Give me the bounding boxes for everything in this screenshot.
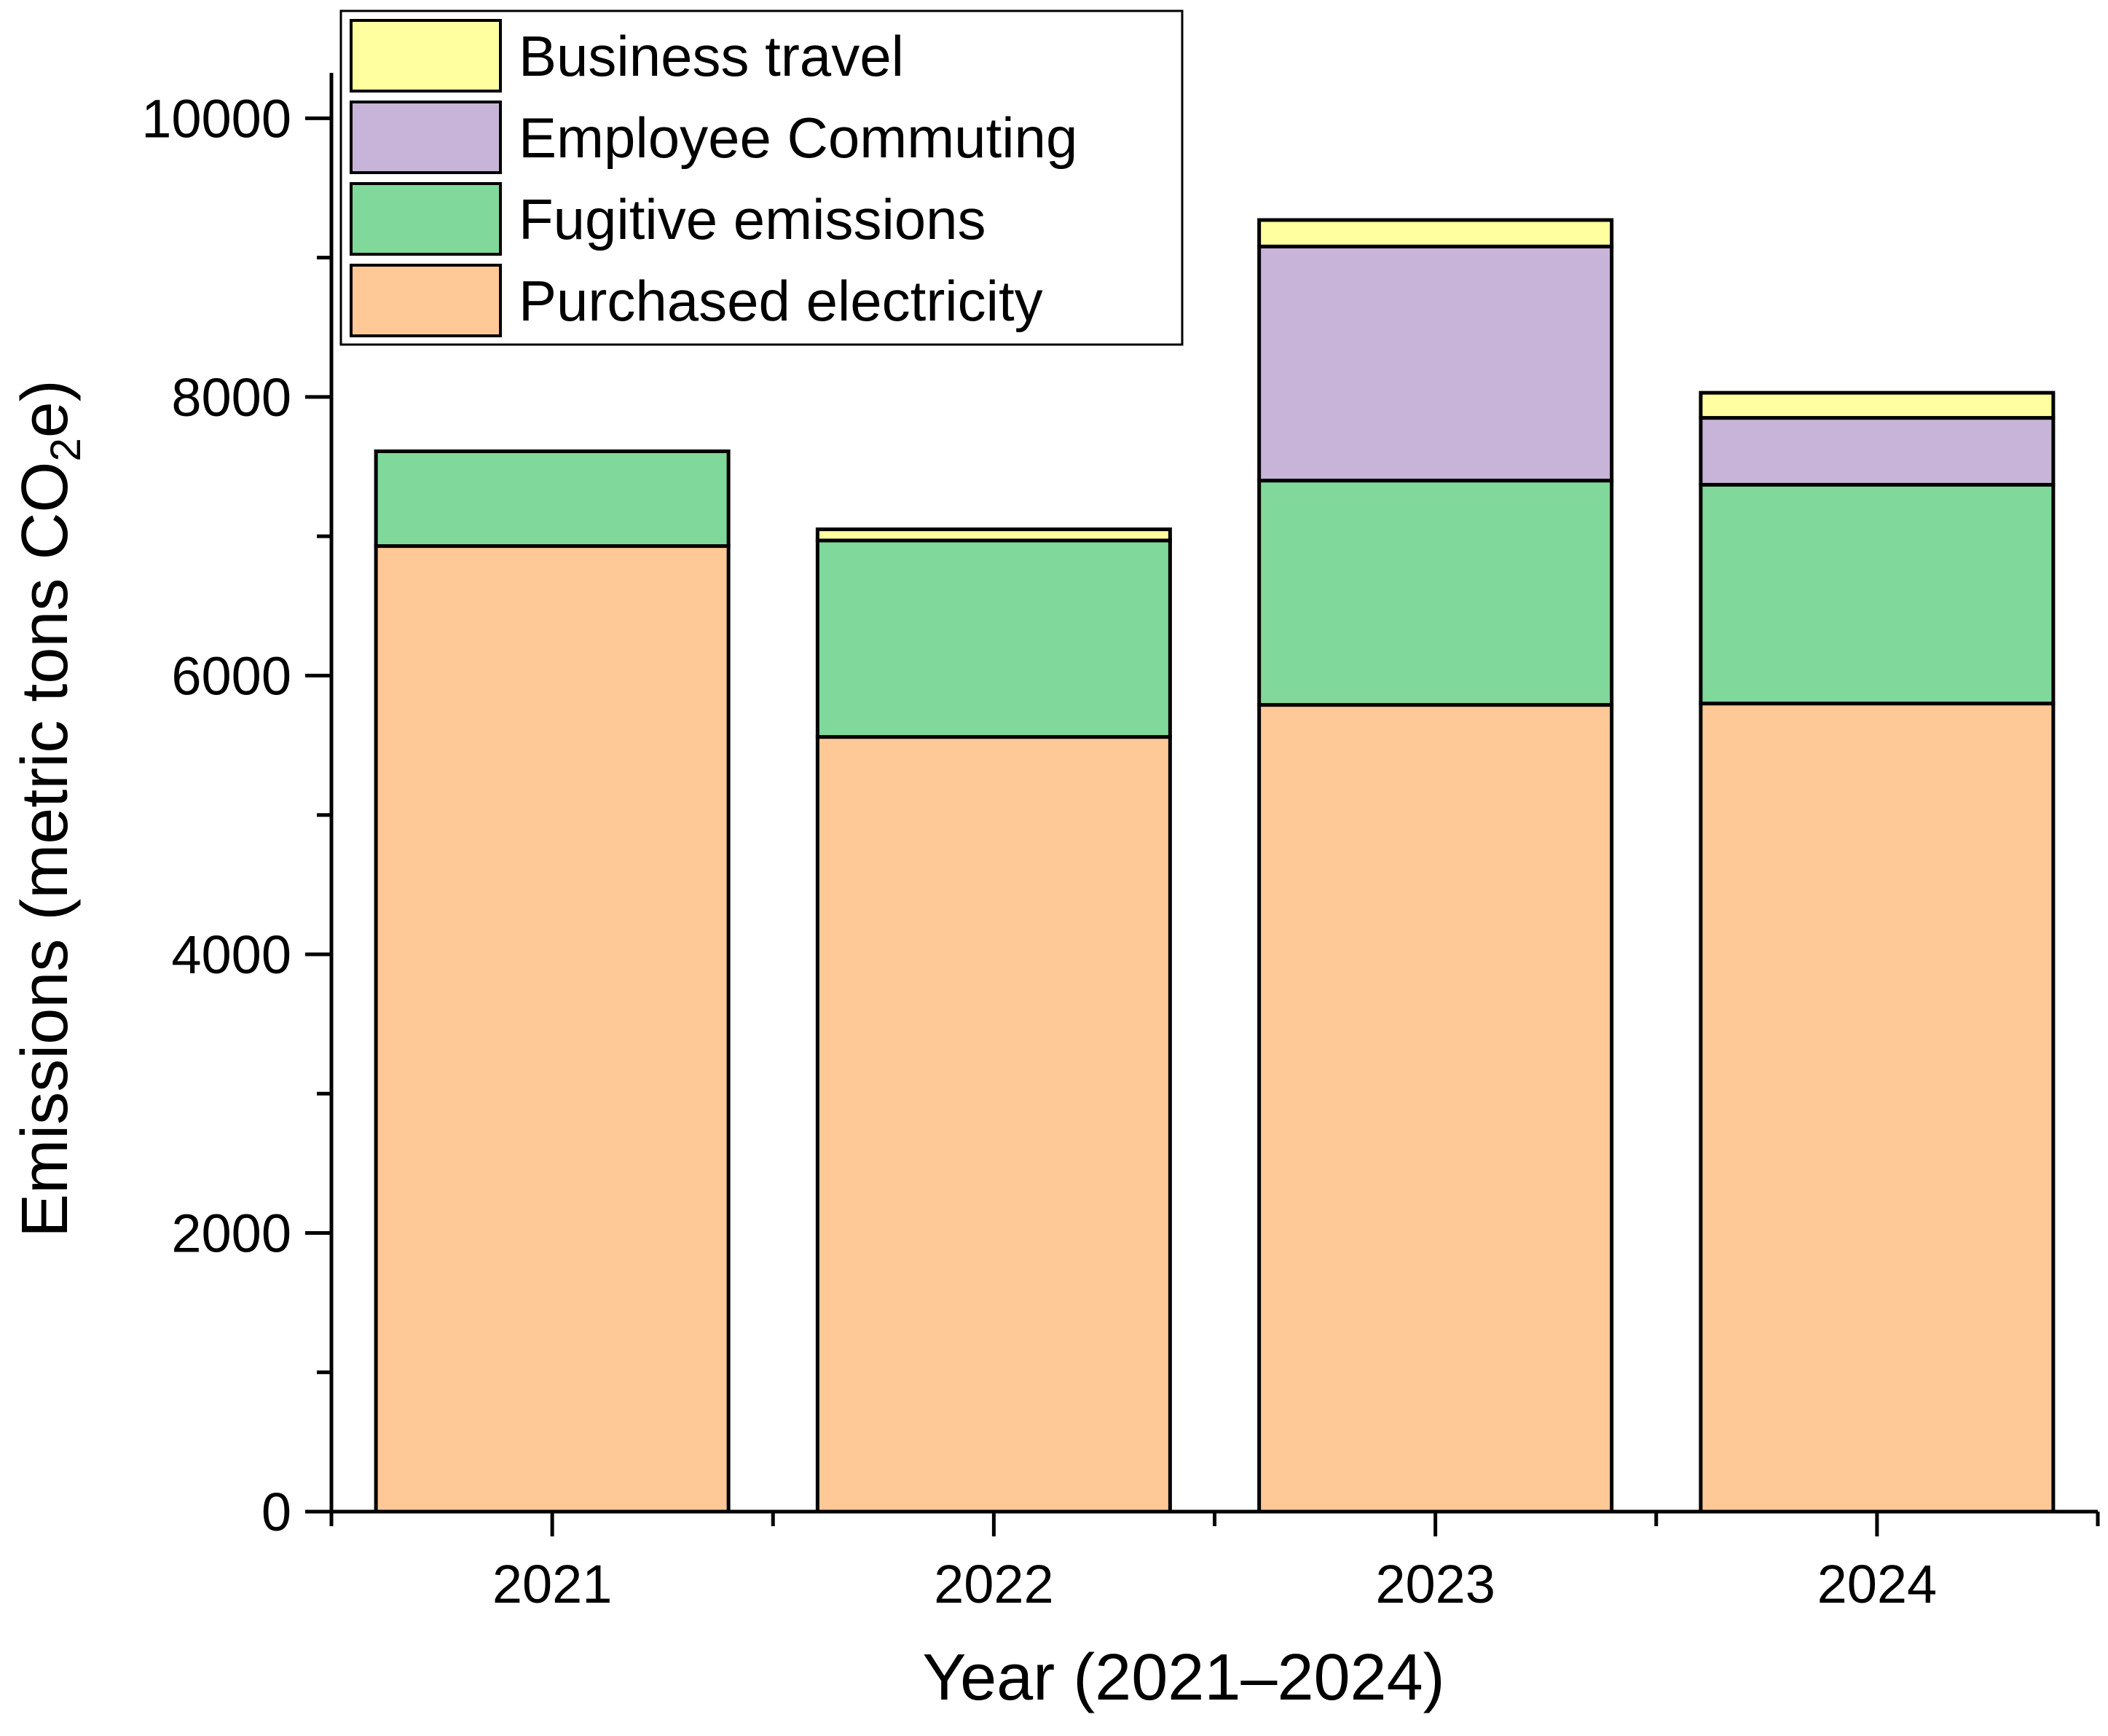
legend-label-business-travel: Business travel <box>519 24 904 88</box>
y-axis-title-suffix: e) <box>9 380 82 438</box>
x-tick-label-2024: 2024 <box>1817 1554 1938 1614</box>
legend-label-purchased-electricity: Purchased electricity <box>519 269 1043 333</box>
bar-2022-fugitive-emissions <box>815 538 1172 739</box>
x-tick-label-2023: 2023 <box>1375 1554 1495 1614</box>
bar-2022-business-travel <box>815 527 1172 543</box>
y-tick-label-8000: 8000 <box>171 367 291 428</box>
bar-2024-business-travel <box>1699 390 2056 420</box>
y-axis-title-main: Emissions (metric tons CO <box>9 462 82 1238</box>
legend-label-employee-commuting: Employee Commuting <box>519 106 1077 170</box>
y-tick-label-4000: 4000 <box>171 924 291 985</box>
y-axis-title-subscript: 2 <box>42 438 90 461</box>
bars-layer <box>374 218 2056 1514</box>
bar-2022-purchased-electricity <box>815 735 1172 1514</box>
axes-layer <box>305 73 2100 1536</box>
bar-2023-purchased-electricity <box>1257 703 1614 1514</box>
x-axis-title: Year (2021–2024) <box>922 1641 1444 1714</box>
y-tick-label-2000: 2000 <box>171 1203 291 1263</box>
x-tick-label-2021: 2021 <box>492 1554 613 1614</box>
bar-2023-employee-commuting <box>1257 244 1614 483</box>
bar-2023-business-travel <box>1257 218 1614 248</box>
bar-2021-fugitive-emissions <box>374 449 731 549</box>
bar-2024-employee-commuting <box>1699 416 2056 487</box>
legend-swatch-employee-commuting <box>350 101 502 174</box>
bar-2021-purchased-electricity <box>374 544 731 1514</box>
y-axis-title: Emissions (metric tons CO2e) <box>9 380 90 1238</box>
legend-swatch-business-travel <box>350 19 502 93</box>
legend-label-fugitive-emissions: Fugitive emissions <box>519 187 986 251</box>
y-tick-label-0: 0 <box>261 1482 291 1542</box>
bar-2024-fugitive-emissions <box>1699 482 2056 706</box>
legend-swatch-fugitive-emissions <box>350 182 502 256</box>
bar-2024-purchased-electricity <box>1699 702 2056 1514</box>
y-tick-label-6000: 6000 <box>171 645 291 706</box>
bar-2023-fugitive-emissions <box>1257 479 1614 707</box>
legend: Business travel Employee Commuting Fugitiv… <box>339 9 1184 346</box>
x-tick-labels: 2021 2022 2023 2024 <box>492 1554 1937 1614</box>
y-tick-label-10000: 10000 <box>141 88 291 149</box>
y-tick-labels: 0 2000 4000 6000 8000 10000 <box>141 88 291 1542</box>
x-tick-label-2022: 2022 <box>934 1554 1054 1614</box>
legend-swatch-purchased-electricity <box>350 264 502 337</box>
